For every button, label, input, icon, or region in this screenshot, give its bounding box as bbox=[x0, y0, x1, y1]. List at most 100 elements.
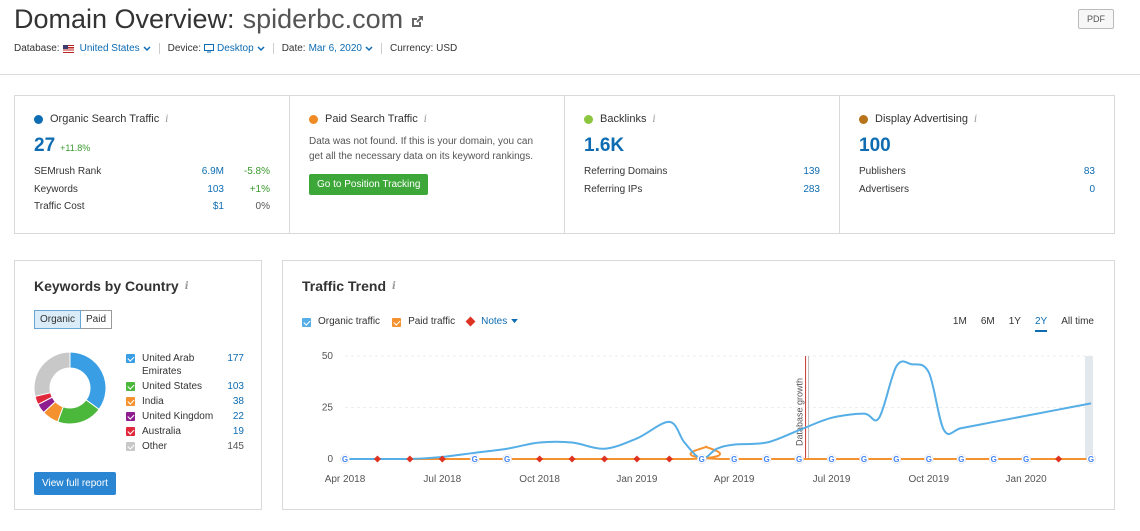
info-icon[interactable]: i bbox=[423, 113, 427, 125]
country-value[interactable]: 22 bbox=[232, 411, 244, 422]
google-update-icon[interactable]: G bbox=[469, 454, 480, 465]
period-1m[interactable]: 1M bbox=[952, 316, 967, 327]
country-legend-item[interactable]: Australia 19 bbox=[126, 425, 244, 438]
annotation-label: Database growth bbox=[795, 378, 805, 446]
google-update-icon[interactable]: G bbox=[502, 454, 512, 465]
summary-widgets: Organic Search Traffic i 27 +11.8% SEMru… bbox=[14, 95, 1115, 234]
series-line-organic[interactable] bbox=[345, 360, 1092, 461]
google-update-icon[interactable]: G bbox=[697, 454, 707, 465]
row-label: Publishers bbox=[859, 166, 906, 178]
kbc-title: Keywords by Country bbox=[34, 278, 179, 294]
row-value[interactable]: 103 bbox=[207, 183, 224, 195]
google-update-icon[interactable]: G bbox=[1021, 454, 1031, 465]
country-legend-item[interactable]: United States 103 bbox=[126, 380, 244, 393]
device-dropdown[interactable]: Desktop bbox=[217, 43, 265, 54]
info-icon[interactable]: i bbox=[165, 113, 169, 125]
note-diamond-icon[interactable] bbox=[1055, 455, 1063, 463]
date-dropdown[interactable]: Mar 6, 2020 bbox=[309, 43, 373, 54]
date-setting[interactable]: Date: Mar 6, 2020 bbox=[282, 43, 382, 54]
traffic-trend-chart[interactable]: 0 25 50 Apr 2018 Jul 2018 Oct 2018 Jan 2019 Apr… bbox=[283, 341, 1114, 491]
google-update-icon[interactable]: G bbox=[924, 454, 934, 465]
country-value[interactable]: 19 bbox=[232, 426, 244, 437]
note-diamond-icon[interactable] bbox=[438, 455, 446, 463]
country-donut-chart[interactable] bbox=[34, 352, 106, 424]
x-tick-label: Oct 2018 bbox=[519, 474, 560, 485]
svg-text:G: G bbox=[991, 455, 997, 464]
external-link-icon[interactable] bbox=[409, 14, 425, 30]
google-update-icon[interactable]: G bbox=[988, 454, 999, 465]
paid-toggle-button[interactable]: Paid bbox=[81, 310, 113, 329]
period-all-time[interactable]: All time bbox=[1061, 316, 1094, 327]
google-update-icon[interactable]: G bbox=[956, 454, 967, 465]
chevron-down-icon bbox=[365, 45, 373, 51]
country-value[interactable]: 103 bbox=[227, 381, 244, 392]
paid-traffic-toggle[interactable]: Paid traffic bbox=[392, 316, 455, 327]
country-legend-item[interactable]: India 38 bbox=[126, 395, 244, 408]
backlinks-value[interactable]: 1.6K bbox=[584, 135, 625, 156]
row-value[interactable]: $1 bbox=[212, 201, 224, 213]
row-value[interactable]: 0 bbox=[1089, 183, 1095, 195]
checkbox-icon[interactable] bbox=[126, 412, 135, 421]
country-legend-item[interactable]: United Kingdom 22 bbox=[126, 410, 244, 423]
notes-diamond-icon bbox=[465, 316, 476, 327]
country-value[interactable]: 38 bbox=[232, 396, 244, 407]
position-tracking-button[interactable]: Go to Position Tracking bbox=[309, 174, 429, 195]
pdf-button[interactable]: PDF bbox=[1078, 9, 1114, 29]
row-value[interactable]: 83 bbox=[1083, 166, 1095, 178]
note-diamond-icon[interactable] bbox=[406, 455, 414, 463]
organic-toggle-button[interactable]: Organic bbox=[34, 310, 82, 329]
organic-traffic-value[interactable]: 27 bbox=[34, 135, 56, 156]
country-legend-item[interactable]: United Arab Emirates 177 bbox=[126, 352, 244, 378]
checkbox-icon[interactable] bbox=[126, 354, 135, 363]
google-update-icon[interactable]: G bbox=[891, 454, 902, 465]
info-icon[interactable]: i bbox=[392, 280, 396, 292]
country-legend-item[interactable]: Other 145 bbox=[126, 440, 244, 453]
note-diamond-icon[interactable] bbox=[568, 455, 576, 463]
row-label: Referring Domains bbox=[584, 166, 668, 178]
google-update-icon[interactable]: G bbox=[1086, 454, 1096, 465]
google-update-icon[interactable]: G bbox=[826, 454, 837, 465]
device-setting[interactable]: Device: Desktop bbox=[168, 43, 274, 54]
google-update-icon[interactable]: G bbox=[729, 454, 739, 465]
note-diamond-icon[interactable] bbox=[633, 455, 641, 463]
period-6m[interactable]: 6M bbox=[980, 316, 995, 327]
country-value[interactable]: 177 bbox=[227, 353, 244, 364]
row-change: 0% bbox=[255, 201, 270, 213]
google-update-icon[interactable]: G bbox=[761, 454, 772, 465]
row-value[interactable]: 283 bbox=[803, 183, 820, 195]
row-label: Referring IPs bbox=[584, 183, 643, 195]
note-diamond-icon[interactable] bbox=[373, 455, 381, 463]
svg-text:G: G bbox=[1023, 455, 1029, 464]
google-update-icon[interactable]: G bbox=[859, 454, 869, 465]
checkbox-icon[interactable] bbox=[126, 442, 135, 451]
google-update-icon[interactable]: G bbox=[340, 454, 350, 465]
country-name: United States bbox=[142, 381, 203, 392]
note-diamond-icon[interactable] bbox=[665, 455, 673, 463]
database-setting[interactable]: Database: United States bbox=[14, 43, 160, 54]
donut-slice-5[interactable] bbox=[34, 352, 71, 398]
google-update-icon[interactable]: G bbox=[794, 454, 804, 465]
view-full-report-button[interactable]: View full report bbox=[34, 472, 116, 495]
info-icon[interactable]: i bbox=[184, 280, 189, 292]
row-label: Traffic Cost bbox=[34, 201, 85, 213]
referring-domains-row: Referring Domains 139 bbox=[584, 163, 820, 181]
date-label: Date: bbox=[281, 43, 306, 54]
note-diamond-icon[interactable] bbox=[536, 455, 544, 463]
database-dropdown[interactable]: United States bbox=[80, 43, 151, 54]
row-value[interactable]: 139 bbox=[803, 166, 820, 178]
svg-text:G: G bbox=[504, 455, 510, 464]
info-icon[interactable]: i bbox=[652, 113, 656, 125]
info-icon[interactable]: i bbox=[973, 113, 978, 125]
checkbox-icon[interactable] bbox=[126, 382, 135, 391]
checkbox-icon[interactable] bbox=[126, 427, 135, 436]
checkbox-icon[interactable] bbox=[126, 397, 135, 406]
organic-traffic-toggle[interactable]: Organic traffic bbox=[302, 316, 380, 327]
note-diamond-icon[interactable] bbox=[600, 455, 609, 463]
period-2y[interactable]: 2Y bbox=[1034, 316, 1048, 332]
notes-dropdown[interactable]: Notes bbox=[465, 316, 519, 327]
period-1y[interactable]: 1Y bbox=[1008, 316, 1021, 327]
row-value[interactable]: 6.9M bbox=[201, 166, 224, 178]
svg-text:G: G bbox=[828, 455, 834, 464]
x-tick-label: Jan 2020 bbox=[1006, 474, 1048, 485]
display-value[interactable]: 100 bbox=[859, 135, 891, 156]
